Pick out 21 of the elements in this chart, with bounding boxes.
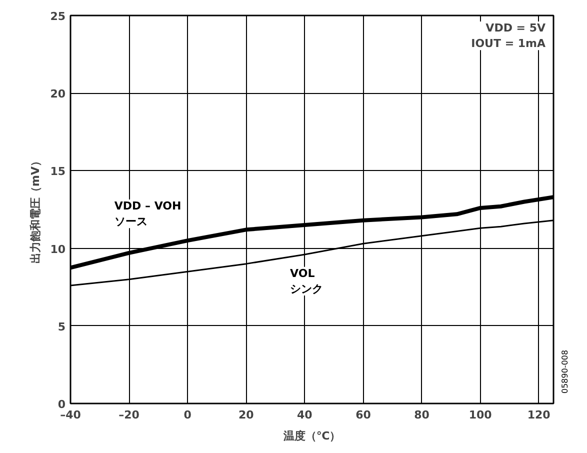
y-tick-label: 0 xyxy=(58,398,66,411)
x-tick-label: 20 xyxy=(238,408,254,422)
y-tick-label: 20 xyxy=(50,88,66,101)
x-tick-label: 40 xyxy=(297,408,313,422)
x-tick-label: –40 xyxy=(60,408,82,422)
series-label: VOL シンク xyxy=(290,266,324,296)
y-axis-title: 出力飽和電圧（mV） xyxy=(29,156,42,264)
x-tick-label: 60 xyxy=(356,408,372,422)
x-axis-title: 温度（℃） xyxy=(282,430,341,442)
x-tick-label: –20 xyxy=(118,408,140,422)
y-tick-label: 25 xyxy=(50,10,66,23)
y-tick-label: 5 xyxy=(58,320,66,334)
series-label: VDD – VOH ソース xyxy=(114,200,182,228)
x-tick-label: 100 xyxy=(468,408,492,422)
y-tick-label: 15 xyxy=(50,165,66,178)
annotation: VDD = 5V IOUT = 1mA xyxy=(471,22,546,50)
x-tick-label: 0 xyxy=(184,408,192,422)
x-tick-label: 120 xyxy=(527,408,551,422)
x-tick-label: 80 xyxy=(414,408,430,422)
y-tick-label: 10 xyxy=(50,242,66,256)
text: 05890-008 xyxy=(560,350,570,394)
